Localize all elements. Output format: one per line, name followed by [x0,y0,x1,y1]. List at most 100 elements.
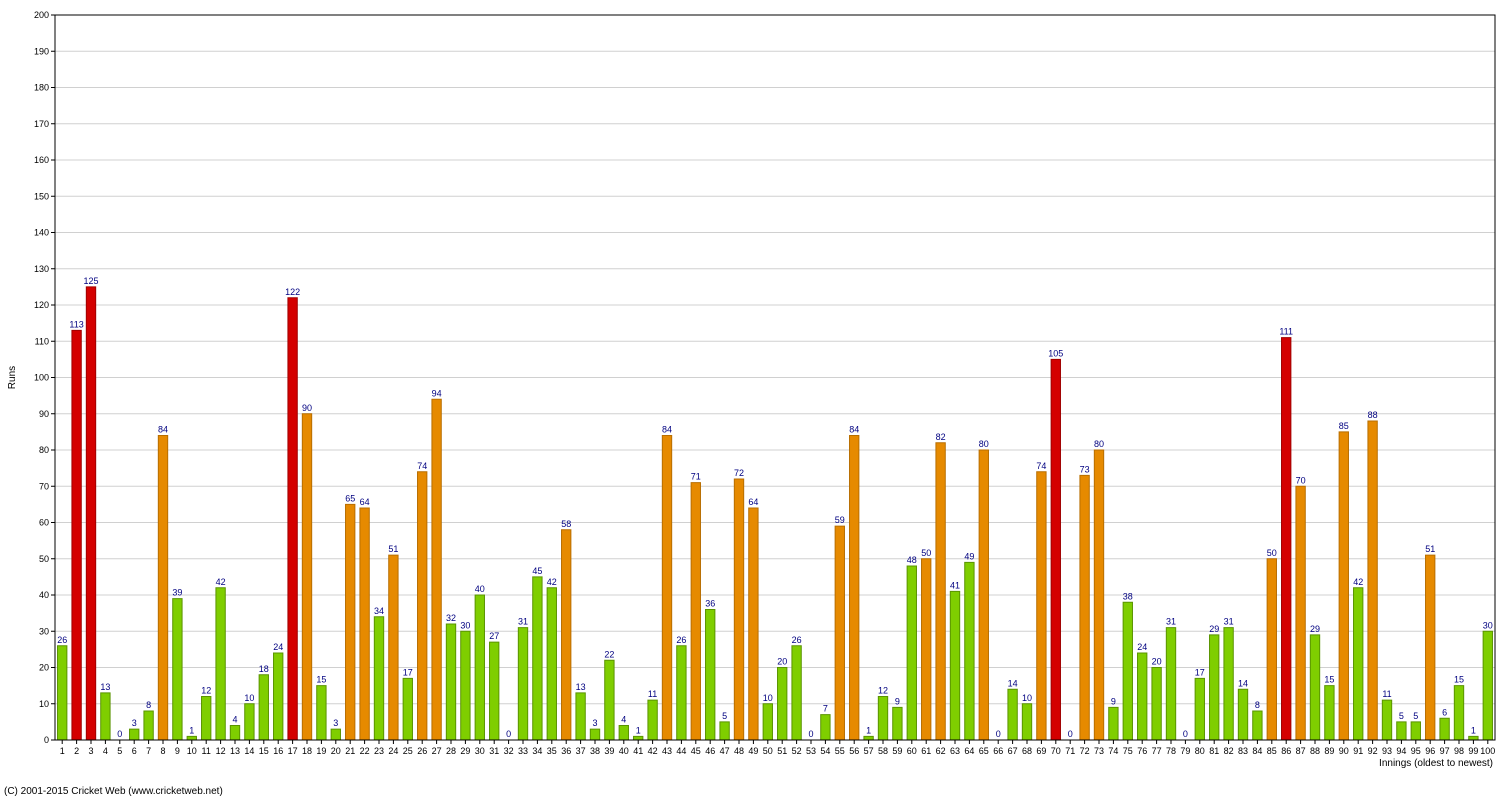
bar [245,704,254,740]
bar-value-label: 0 [1068,729,1073,739]
x-tick-label: 46 [705,746,715,756]
bar-value-label: 17 [403,667,413,677]
x-tick-label: 5 [117,746,122,756]
bar-value-label: 15 [316,675,326,685]
x-tick-label: 87 [1296,746,1306,756]
bar [835,526,844,740]
bar [187,736,196,740]
bar-value-label: 0 [808,729,813,739]
bar-value-label: 30 [1483,620,1493,630]
bar [1483,631,1492,740]
bar-value-label: 3 [592,718,597,728]
bar-value-label: 59 [835,515,845,525]
bar [461,631,470,740]
bar [158,436,167,741]
bar-value-label: 13 [100,682,110,692]
bar-value-label: 29 [1310,624,1320,634]
bar [1296,486,1305,740]
x-tick-label: 64 [964,746,974,756]
x-tick-label: 41 [633,746,643,756]
x-tick-label: 88 [1310,746,1320,756]
bar [547,588,556,740]
bar-value-label: 65 [345,493,355,503]
x-tick-label: 59 [892,746,902,756]
bar-value-label: 10 [1022,693,1032,703]
bar-value-label: 111 [1279,327,1293,337]
bar [1238,689,1247,740]
bar-value-label: 90 [302,403,312,413]
bar-value-label: 70 [1296,475,1306,485]
bar-value-label: 88 [1368,410,1378,420]
y-tick-label: 100 [34,373,49,383]
bar-value-label: 50 [1267,548,1277,558]
x-tick-label: 91 [1353,746,1363,756]
bar-value-label: 15 [1454,675,1464,685]
bar-value-label: 105 [1048,348,1063,358]
bar [144,711,153,740]
bar-value-label: 3 [333,718,338,728]
bar-value-label: 31 [518,617,528,627]
x-tick-label: 19 [316,746,326,756]
bar-value-label: 17 [1195,667,1205,677]
x-tick-label: 96 [1425,746,1435,756]
x-tick-label: 21 [345,746,355,756]
copyright-text: (C) 2001-2015 Cricket Web (www.cricketwe… [4,786,223,797]
x-tick-label: 42 [648,746,658,756]
x-tick-label: 67 [1008,746,1018,756]
bar [605,660,614,740]
x-tick-label: 39 [604,746,614,756]
x-tick-label: 66 [993,746,1003,756]
x-tick-label: 13 [230,746,240,756]
bar-value-label: 113 [69,319,83,329]
y-tick-label: 20 [39,663,49,673]
bar [662,436,671,741]
bar [230,726,239,741]
bar-value-label: 5 [722,711,727,721]
x-tick-label: 28 [446,746,456,756]
x-tick-label: 10 [187,746,197,756]
x-tick-label: 73 [1094,746,1104,756]
bar-value-label: 122 [285,287,300,297]
bar [432,399,441,740]
x-tick-label: 22 [360,746,370,756]
x-tick-label: 100 [1480,746,1495,756]
x-tick-label: 47 [720,746,730,756]
bar [216,588,225,740]
bar [1325,686,1334,740]
x-tick-label: 2 [74,746,79,756]
bar [1138,653,1147,740]
bar-value-label: 42 [1353,577,1363,587]
bar [706,610,715,741]
x-tick-label: 56 [849,746,859,756]
x-tick-label: 93 [1382,746,1392,756]
x-tick-label: 95 [1411,746,1421,756]
x-tick-label: 49 [748,746,758,756]
x-tick-label: 6 [132,746,137,756]
x-tick-label: 34 [532,746,542,756]
x-tick-label: 92 [1368,746,1378,756]
bar [1051,359,1060,740]
x-tick-label: 74 [1108,746,1118,756]
bar-value-label: 26 [792,635,802,645]
x-tick-label: 70 [1051,746,1061,756]
x-tick-label: 37 [576,746,586,756]
x-tick-label: 14 [244,746,254,756]
bar-value-label: 20 [1152,657,1162,667]
bar-value-label: 24 [273,642,283,652]
bar [619,726,628,741]
bar-value-label: 31 [1224,617,1234,627]
x-tick-label: 54 [820,746,830,756]
bar-value-label: 1 [189,725,194,735]
bar [1022,704,1031,740]
bar-value-label: 71 [691,472,701,482]
bar-value-label: 1 [866,725,871,735]
x-tick-label: 8 [160,746,165,756]
bar [1195,678,1204,740]
x-tick-label: 23 [374,746,384,756]
bar [778,668,787,741]
bar-value-label: 5 [1413,711,1418,721]
y-tick-label: 180 [34,83,49,93]
bar-value-label: 10 [244,693,254,703]
y-tick-label: 10 [39,699,49,709]
bar-value-label: 11 [1382,689,1391,699]
